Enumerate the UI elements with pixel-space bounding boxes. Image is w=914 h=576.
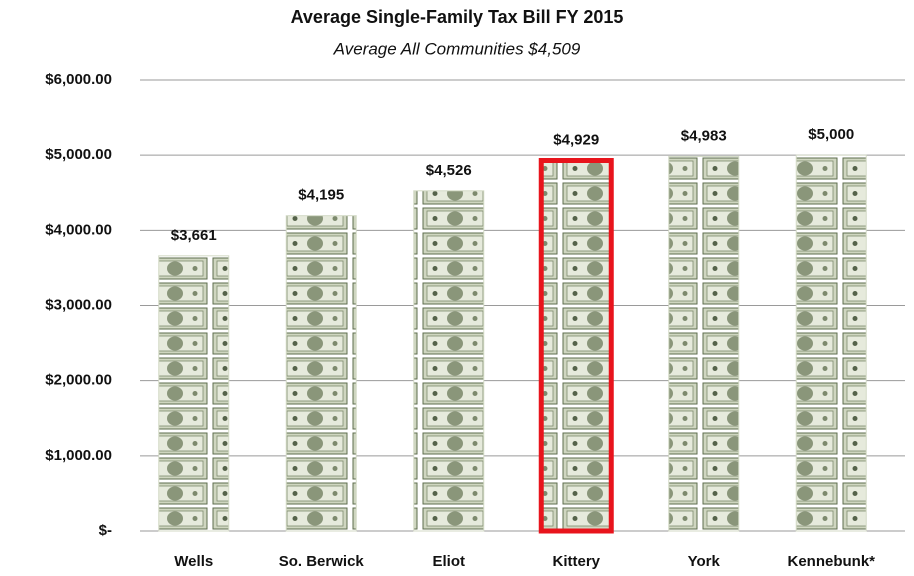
y-tick-label: $5,000.00	[45, 146, 112, 163]
chart: Average Single-Family Tax Bill FY 2015 A…	[0, 0, 914, 576]
y-tick-label: $4,000.00	[45, 221, 112, 238]
x-tick-label: Wells	[174, 553, 213, 570]
value-label: $3,661	[171, 227, 217, 244]
y-tick-label: $2,000.00	[45, 372, 112, 389]
x-tick-label: Kennebunk*	[787, 553, 875, 570]
value-label: $4,195	[298, 187, 344, 204]
bar	[541, 161, 611, 531]
bar	[159, 256, 229, 531]
value-label: $5,000	[808, 126, 854, 143]
chart-subtitle: Average All Communities $4,509	[333, 39, 581, 58]
value-label: $4,526	[426, 162, 472, 179]
x-tick-label: Eliot	[433, 553, 466, 570]
bar	[796, 155, 866, 531]
x-tick-label: Kittery	[552, 553, 600, 570]
y-tick-label: $3,000.00	[45, 296, 112, 313]
y-tick-label: $1,000.00	[45, 447, 112, 464]
bar	[286, 216, 356, 531]
value-label: $4,983	[681, 127, 727, 144]
y-tick-label: $-	[99, 522, 112, 539]
chart-title: Average Single-Family Tax Bill FY 2015	[291, 7, 624, 27]
bar	[669, 156, 739, 531]
x-tick-label: York	[688, 553, 721, 570]
y-tick-label: $6,000.00	[45, 71, 112, 88]
value-label: $4,929	[553, 131, 599, 148]
bar	[414, 191, 484, 531]
x-tick-label: So. Berwick	[279, 553, 365, 570]
